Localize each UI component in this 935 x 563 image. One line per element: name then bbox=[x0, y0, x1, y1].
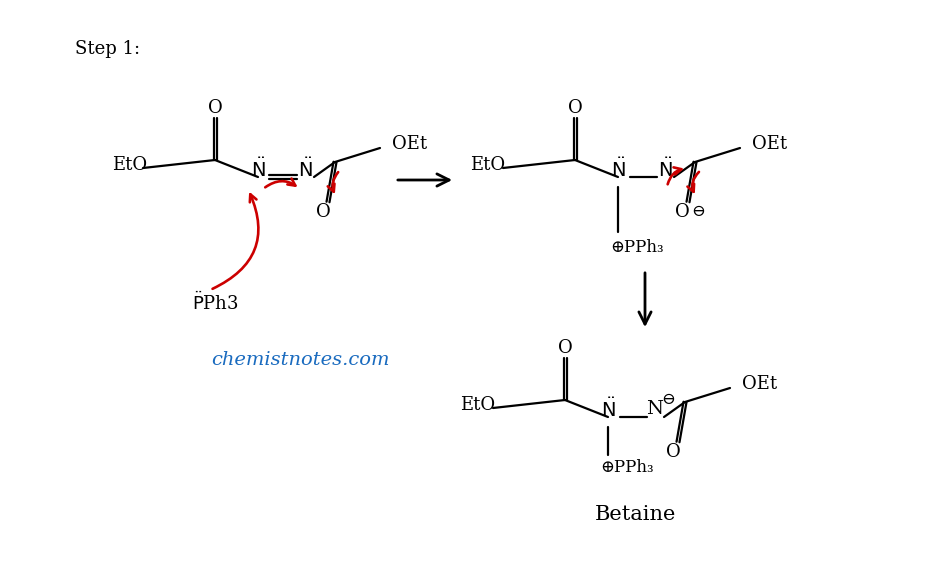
Text: O: O bbox=[557, 339, 572, 357]
Text: ⊕PPh₃: ⊕PPh₃ bbox=[600, 459, 654, 476]
Text: O: O bbox=[675, 203, 689, 221]
Text: O: O bbox=[568, 99, 583, 117]
Text: OEt: OEt bbox=[392, 135, 427, 153]
Text: O: O bbox=[666, 443, 681, 461]
Text: N: N bbox=[646, 400, 664, 418]
Text: ⊖: ⊖ bbox=[661, 391, 675, 409]
Text: $\ddot{\mathrm{N}}$: $\ddot{\mathrm{N}}$ bbox=[251, 157, 266, 181]
Text: OEt: OEt bbox=[752, 135, 787, 153]
Text: Step 1:: Step 1: bbox=[75, 40, 140, 58]
Text: $\ddot{\mathrm{P}}$Ph3: $\ddot{\mathrm{P}}$Ph3 bbox=[192, 292, 238, 314]
Text: O: O bbox=[208, 99, 223, 117]
Text: $\ddot{\mathrm{N}}$: $\ddot{\mathrm{N}}$ bbox=[657, 157, 672, 181]
Text: Betaine: Betaine bbox=[595, 506, 676, 525]
Text: OEt: OEt bbox=[742, 375, 777, 393]
Text: EtO: EtO bbox=[470, 156, 505, 174]
Text: $\ddot{\mathrm{N}}$: $\ddot{\mathrm{N}}$ bbox=[600, 397, 615, 421]
Text: $\ddot{\mathrm{N}}$: $\ddot{\mathrm{N}}$ bbox=[611, 157, 626, 181]
Text: O: O bbox=[316, 203, 330, 221]
Text: ⊕PPh₃: ⊕PPh₃ bbox=[610, 239, 664, 256]
Text: $\ddot{\mathrm{N}}$: $\ddot{\mathrm{N}}$ bbox=[297, 157, 312, 181]
Text: EtO: EtO bbox=[460, 396, 496, 414]
Text: EtO: EtO bbox=[112, 156, 147, 174]
Text: chemistnotes.com: chemistnotes.com bbox=[210, 351, 389, 369]
Text: ⊖: ⊖ bbox=[691, 203, 705, 221]
